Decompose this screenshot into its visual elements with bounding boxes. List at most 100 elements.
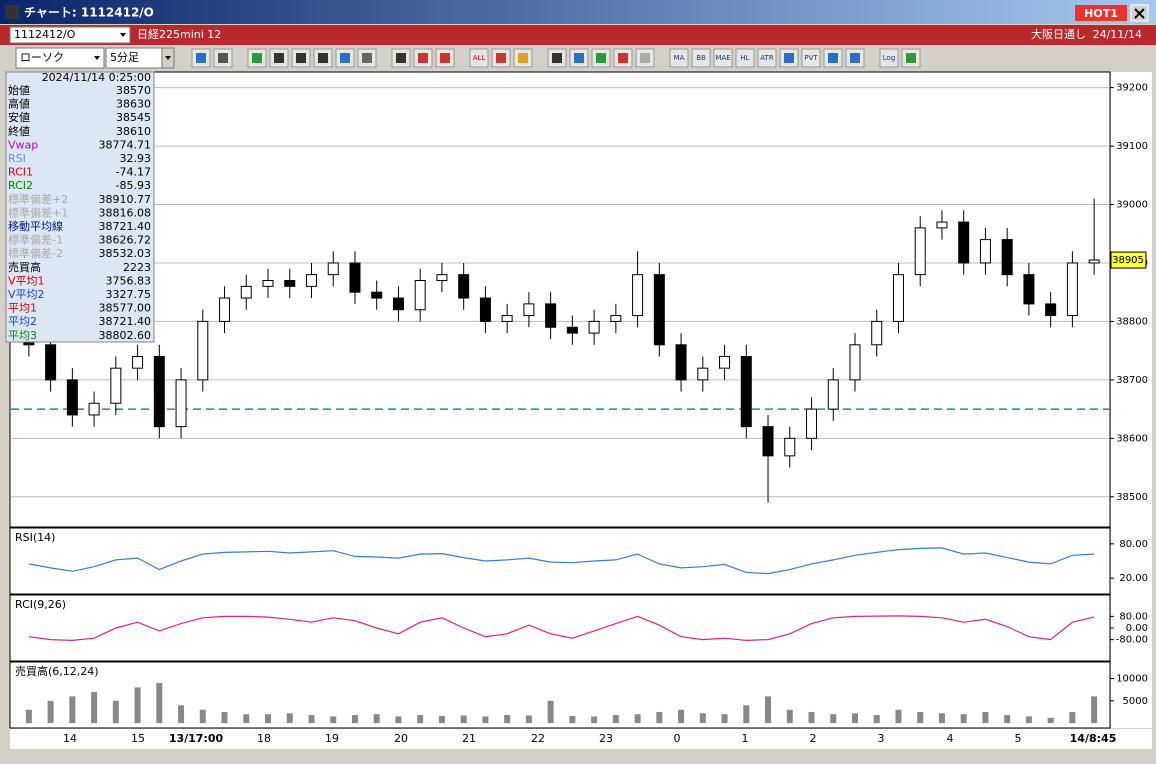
volume-bar [395,716,402,724]
info-label: 平均3 [8,329,37,342]
toolbar-button[interactable] [879,48,899,68]
candle-body [458,274,470,299]
toolbar-icon [496,53,506,63]
toolbar-icon [362,53,372,63]
volume-bar [851,713,858,724]
volume-bar [612,715,619,724]
toolbar-button[interactable] [713,48,733,68]
volume-bar [199,709,206,724]
y-tick-label: 39000 [1116,200,1148,211]
y-tick-label: 38500 [1116,492,1148,503]
toolbar-icon [618,53,628,63]
candle-body [697,367,709,381]
window-title: チャート: 1112412/O [24,6,154,20]
volume-bar [178,705,185,724]
y-tick-label: 80.00 [1119,539,1148,550]
toolbar-button[interactable] [801,48,821,68]
volume-bar [25,709,32,724]
y-tick-label: 20.00 [1119,573,1148,584]
dropdown-arrow [120,33,126,37]
info-value: 3327.75 [106,288,152,301]
header-bar [0,25,1156,45]
x-tick-label: 18 [257,732,271,745]
candle-body [936,221,948,229]
info-value: 38721.40 [99,220,152,233]
volume-bar [569,715,576,724]
info-value: 38721.40 [99,315,152,328]
info-label: 売買高 [8,260,41,274]
info-label: 標準偏差-1 [8,233,63,247]
toolbar-label: MA [674,54,685,62]
candle-body [110,367,122,404]
info-label: 移動平均線 [8,219,63,233]
toolbar-icon [196,53,206,63]
y-tick-label: 38800 [1116,316,1148,327]
y-tick-label: 10000 [1116,674,1148,685]
hot-button[interactable] [1075,5,1127,21]
candle-body [1001,239,1013,276]
toolbar-label: ATR [760,54,774,62]
x-tick-label: 23 [599,732,613,745]
x-tick-label: 0 [674,732,681,745]
title-bar [0,0,1156,24]
toolbar-icon [318,53,328,63]
toolbar-button[interactable] [669,48,689,68]
info-label: 終値 [8,124,30,138]
toolbar-button[interactable] [691,48,711,68]
candle-body [219,297,231,322]
candle-body [132,355,144,369]
date: 24/11/14 [1093,28,1142,41]
info-value: 38570 [116,84,151,97]
volume-bar [504,715,511,724]
info-label: 標準偏差+1 [8,205,68,219]
candle-body [675,344,687,381]
toolbar-icon [274,53,284,63]
toolbar-button[interactable] [757,48,777,68]
volume-bar [351,715,358,724]
candle-body [784,437,796,457]
toolbar-icon [784,53,794,63]
volume-bar [873,715,880,724]
toolbar-icon [596,53,606,63]
panel-title: RCI(9,26) [15,598,66,611]
info-panel-bg [5,71,155,343]
info-value: 38610 [116,125,151,138]
right-axis [1111,72,1152,728]
toolbar-icon [296,53,306,63]
info-panel: 2024/11/14 0:25:00 始値 38570 高値 38630 安値 38545 終… [5,71,155,343]
candle-body [305,274,317,287]
volume-bar [982,711,989,724]
info-value: 32.93 [120,152,152,165]
volume-bar [243,714,250,724]
volume-bar [547,700,554,724]
toolbar-button[interactable] [469,48,489,68]
x-tick-label: 20 [394,732,408,745]
volume-bar [1091,696,1098,724]
candle-body [45,344,57,381]
volume-bar [938,713,945,724]
volume-bar [1025,716,1032,724]
chart-type-dropdown[interactable] [15,47,105,69]
volume-bar [917,711,924,724]
volume-bar [525,715,532,724]
volume-bar [221,711,228,724]
x-tick-label: 1 [742,732,749,745]
x-tick-label: 13/17:00 [169,732,224,745]
volume-panel [9,661,1111,729]
price-marker-label: 38905 [1112,255,1144,266]
volume-bar [47,700,54,724]
toolbar-button[interactable] [735,48,755,68]
candle-body [588,320,600,334]
toolbar-label: ALL [473,54,486,62]
symbol-dropdown[interactable] [9,26,131,44]
candle-body [66,379,78,416]
volume-bar [699,713,706,724]
volume-bar [591,716,598,724]
y-tick-label: 39100 [1116,141,1148,152]
volume-bar [308,715,315,724]
x-tick-label: 5 [1015,732,1022,745]
candle-body [566,326,578,334]
toolbar-icon [518,53,528,63]
toolbar-icon [552,53,562,63]
